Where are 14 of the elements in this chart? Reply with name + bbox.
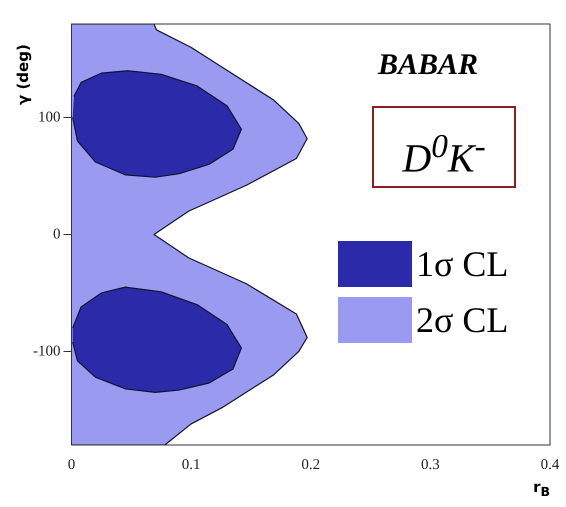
annotation: D$^{0}$K$^{-}$ xyxy=(372,106,516,188)
x-tick-label: 0.3 xyxy=(421,456,440,473)
x-axis-title: r$_{B}$ xyxy=(533,478,550,499)
y-axis-title: γ (deg) xyxy=(14,44,32,105)
x-tick-label: 0.4 xyxy=(540,456,560,473)
y-tick-label: 0 xyxy=(52,226,60,242)
y-tick-label: 100 xyxy=(38,109,60,126)
x-tick-label: 0 xyxy=(68,456,76,473)
legend-label: 2σ CL xyxy=(416,299,508,341)
legend-label: 1σ CL xyxy=(416,243,508,285)
x-tick-label: 0.2 xyxy=(301,456,320,473)
x-tick-label: 0.1 xyxy=(182,456,200,473)
y-tick-label: -100 xyxy=(32,343,60,360)
annotation: BABAR xyxy=(378,48,478,82)
